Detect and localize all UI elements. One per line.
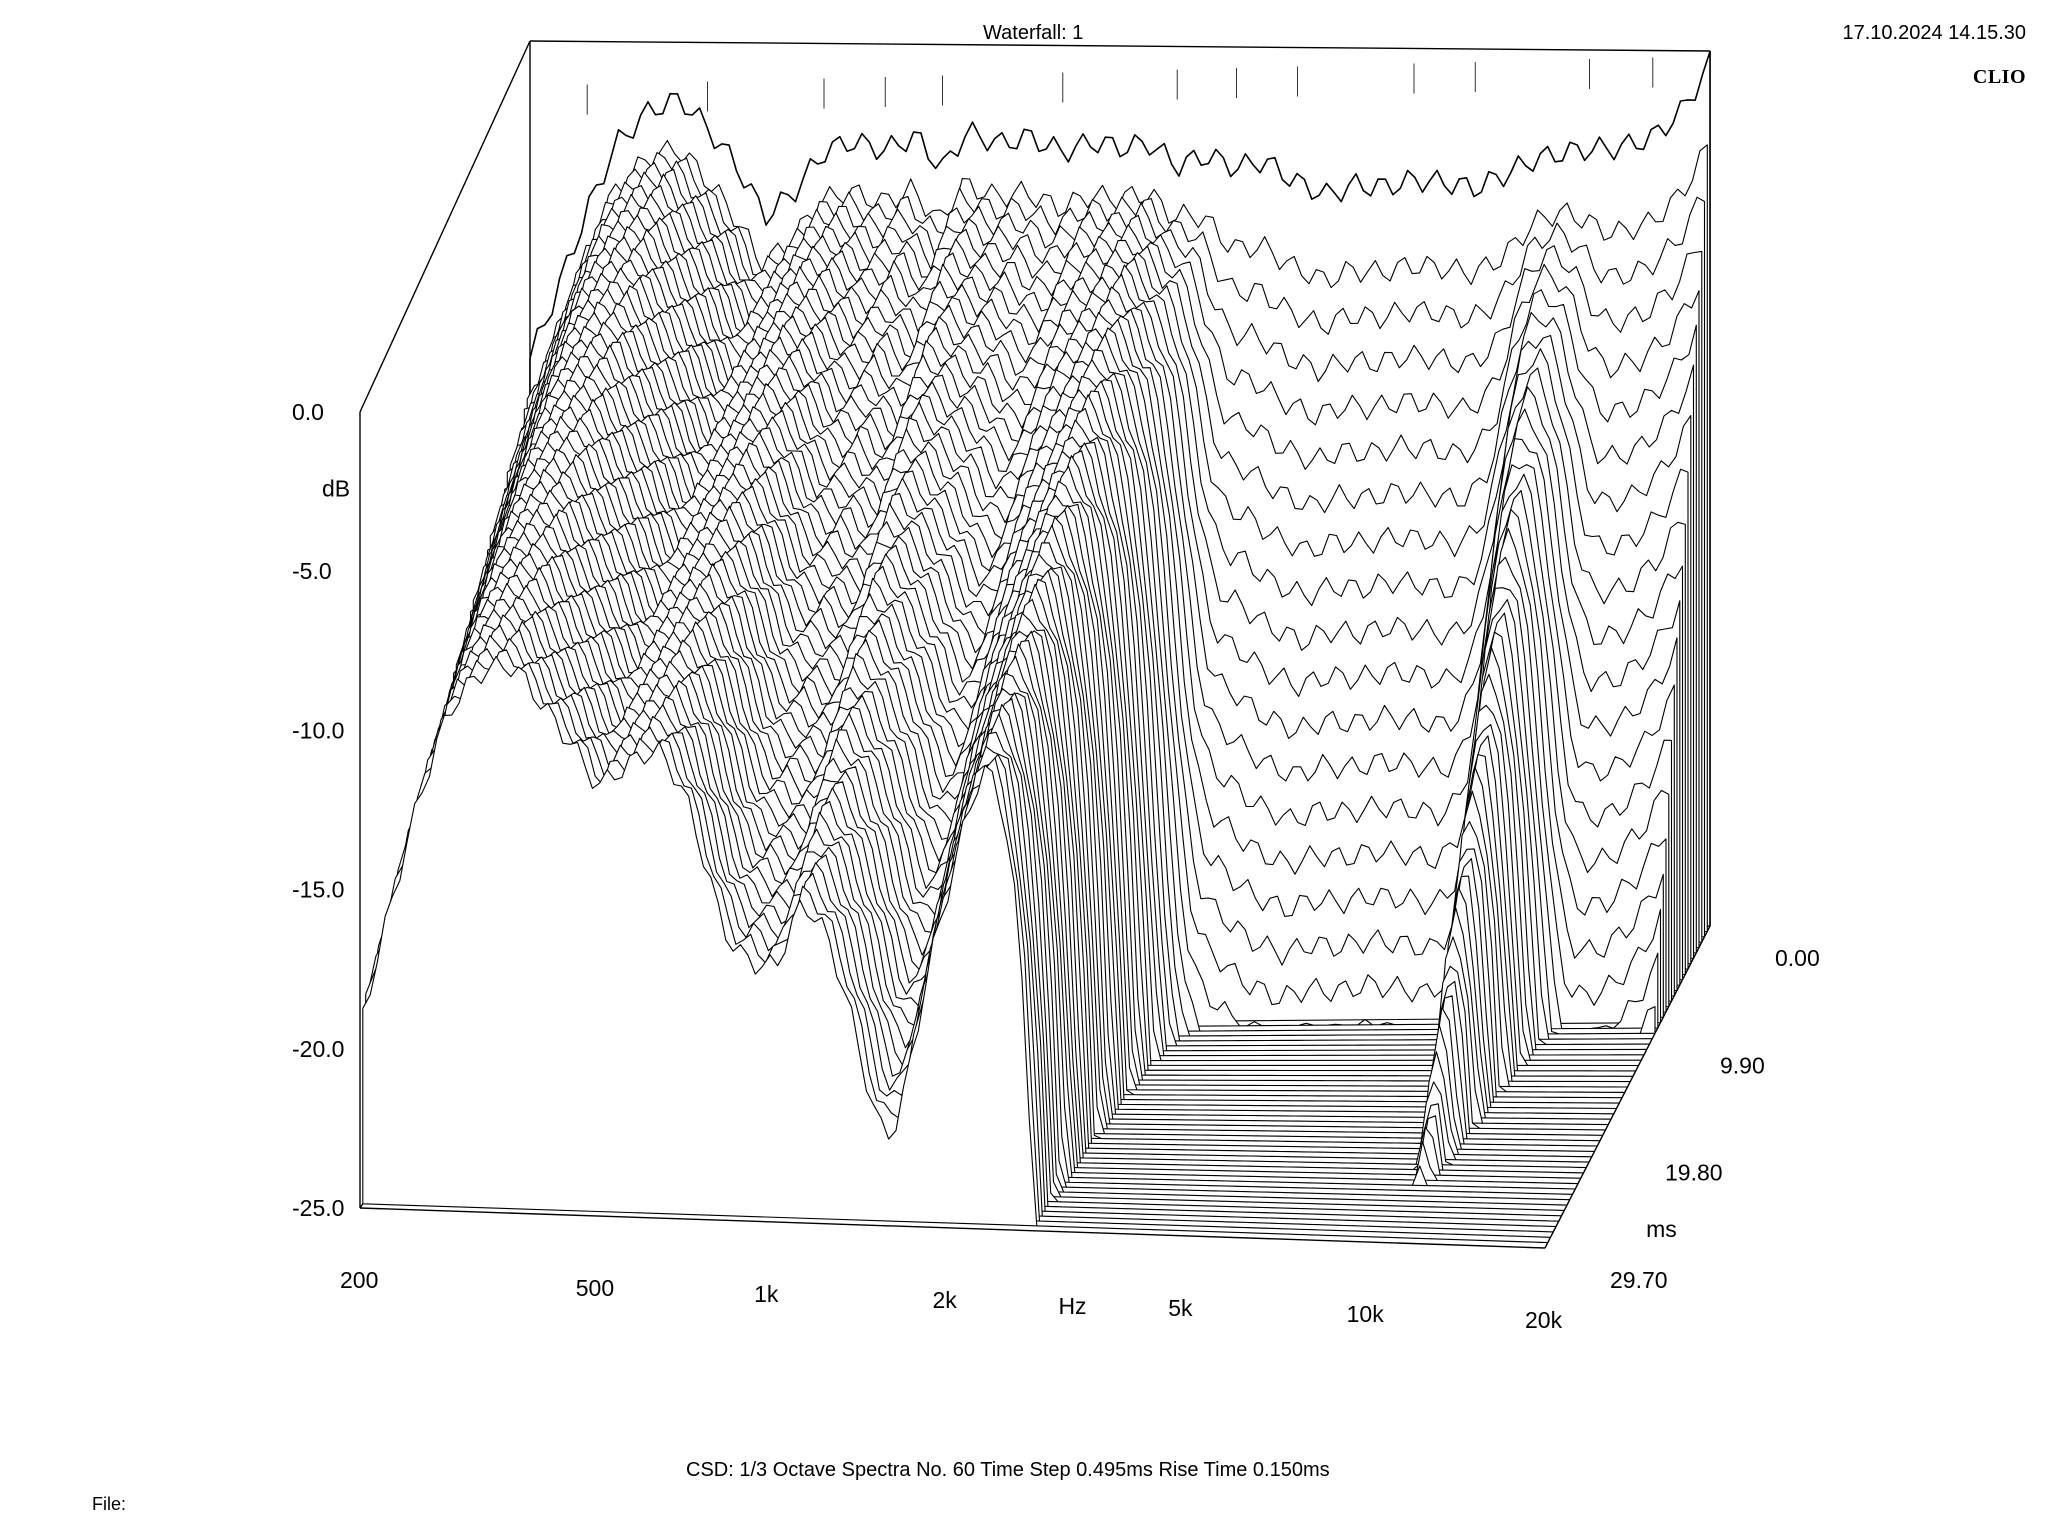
timestamp: 17.10.2024 14.15.30 bbox=[1842, 22, 2026, 44]
chart-title: Waterfall: 1 bbox=[983, 22, 1084, 44]
y-tick-label: -10.0 bbox=[292, 717, 344, 743]
z-tick-label: 9.90 bbox=[1720, 1052, 1765, 1078]
clio-logo: CLIO bbox=[1972, 66, 2026, 88]
z-axis-label: ms bbox=[1646, 1216, 1677, 1242]
front-bottom-edge bbox=[359, 1207, 1546, 1249]
y-tick-label: -5.0 bbox=[292, 558, 332, 584]
y-tick-label: -20.0 bbox=[292, 1036, 344, 1062]
x-tick-label: 200 bbox=[340, 1267, 378, 1293]
y-axis-label: dB bbox=[322, 475, 350, 501]
axis-labels: 0.0 -5.0 -10.0 -15.0 -20.0 -25.0 dB 200 500 1k 2k 5… bbox=[292, 399, 1820, 1333]
x-tick-label: 500 bbox=[576, 1275, 614, 1301]
file-label: File: bbox=[92, 1494, 127, 1514]
x-tick-label: 1k bbox=[754, 1281, 779, 1307]
y-tick-label: -25.0 bbox=[292, 1195, 344, 1221]
y-tick-label: 0.0 bbox=[292, 399, 324, 425]
plot-floor bbox=[586, 57, 1654, 115]
x-tick-label: 2k bbox=[933, 1287, 958, 1313]
back-top-edge bbox=[529, 40, 1711, 52]
z-tick-label: 29.70 bbox=[1610, 1267, 1668, 1293]
z-tick-label: 19.80 bbox=[1665, 1160, 1723, 1186]
x-tick-label: 20k bbox=[1525, 1307, 1563, 1333]
y-tick-label: -15.0 bbox=[292, 877, 344, 903]
spectra-slices bbox=[362, 50, 1711, 1244]
z-tick-label: 0.00 bbox=[1775, 945, 1820, 971]
x-tick-label: 5k bbox=[1168, 1295, 1193, 1321]
top-left-edge bbox=[359, 40, 531, 413]
x-tick-label: 10k bbox=[1347, 1301, 1385, 1327]
measurement-settings: CSD: 1/3 Octave Spectra No. 60 Time Step… bbox=[686, 1459, 1330, 1481]
spectrum-slice bbox=[362, 655, 1549, 1244]
x-axis-label: Hz bbox=[1058, 1293, 1086, 1319]
